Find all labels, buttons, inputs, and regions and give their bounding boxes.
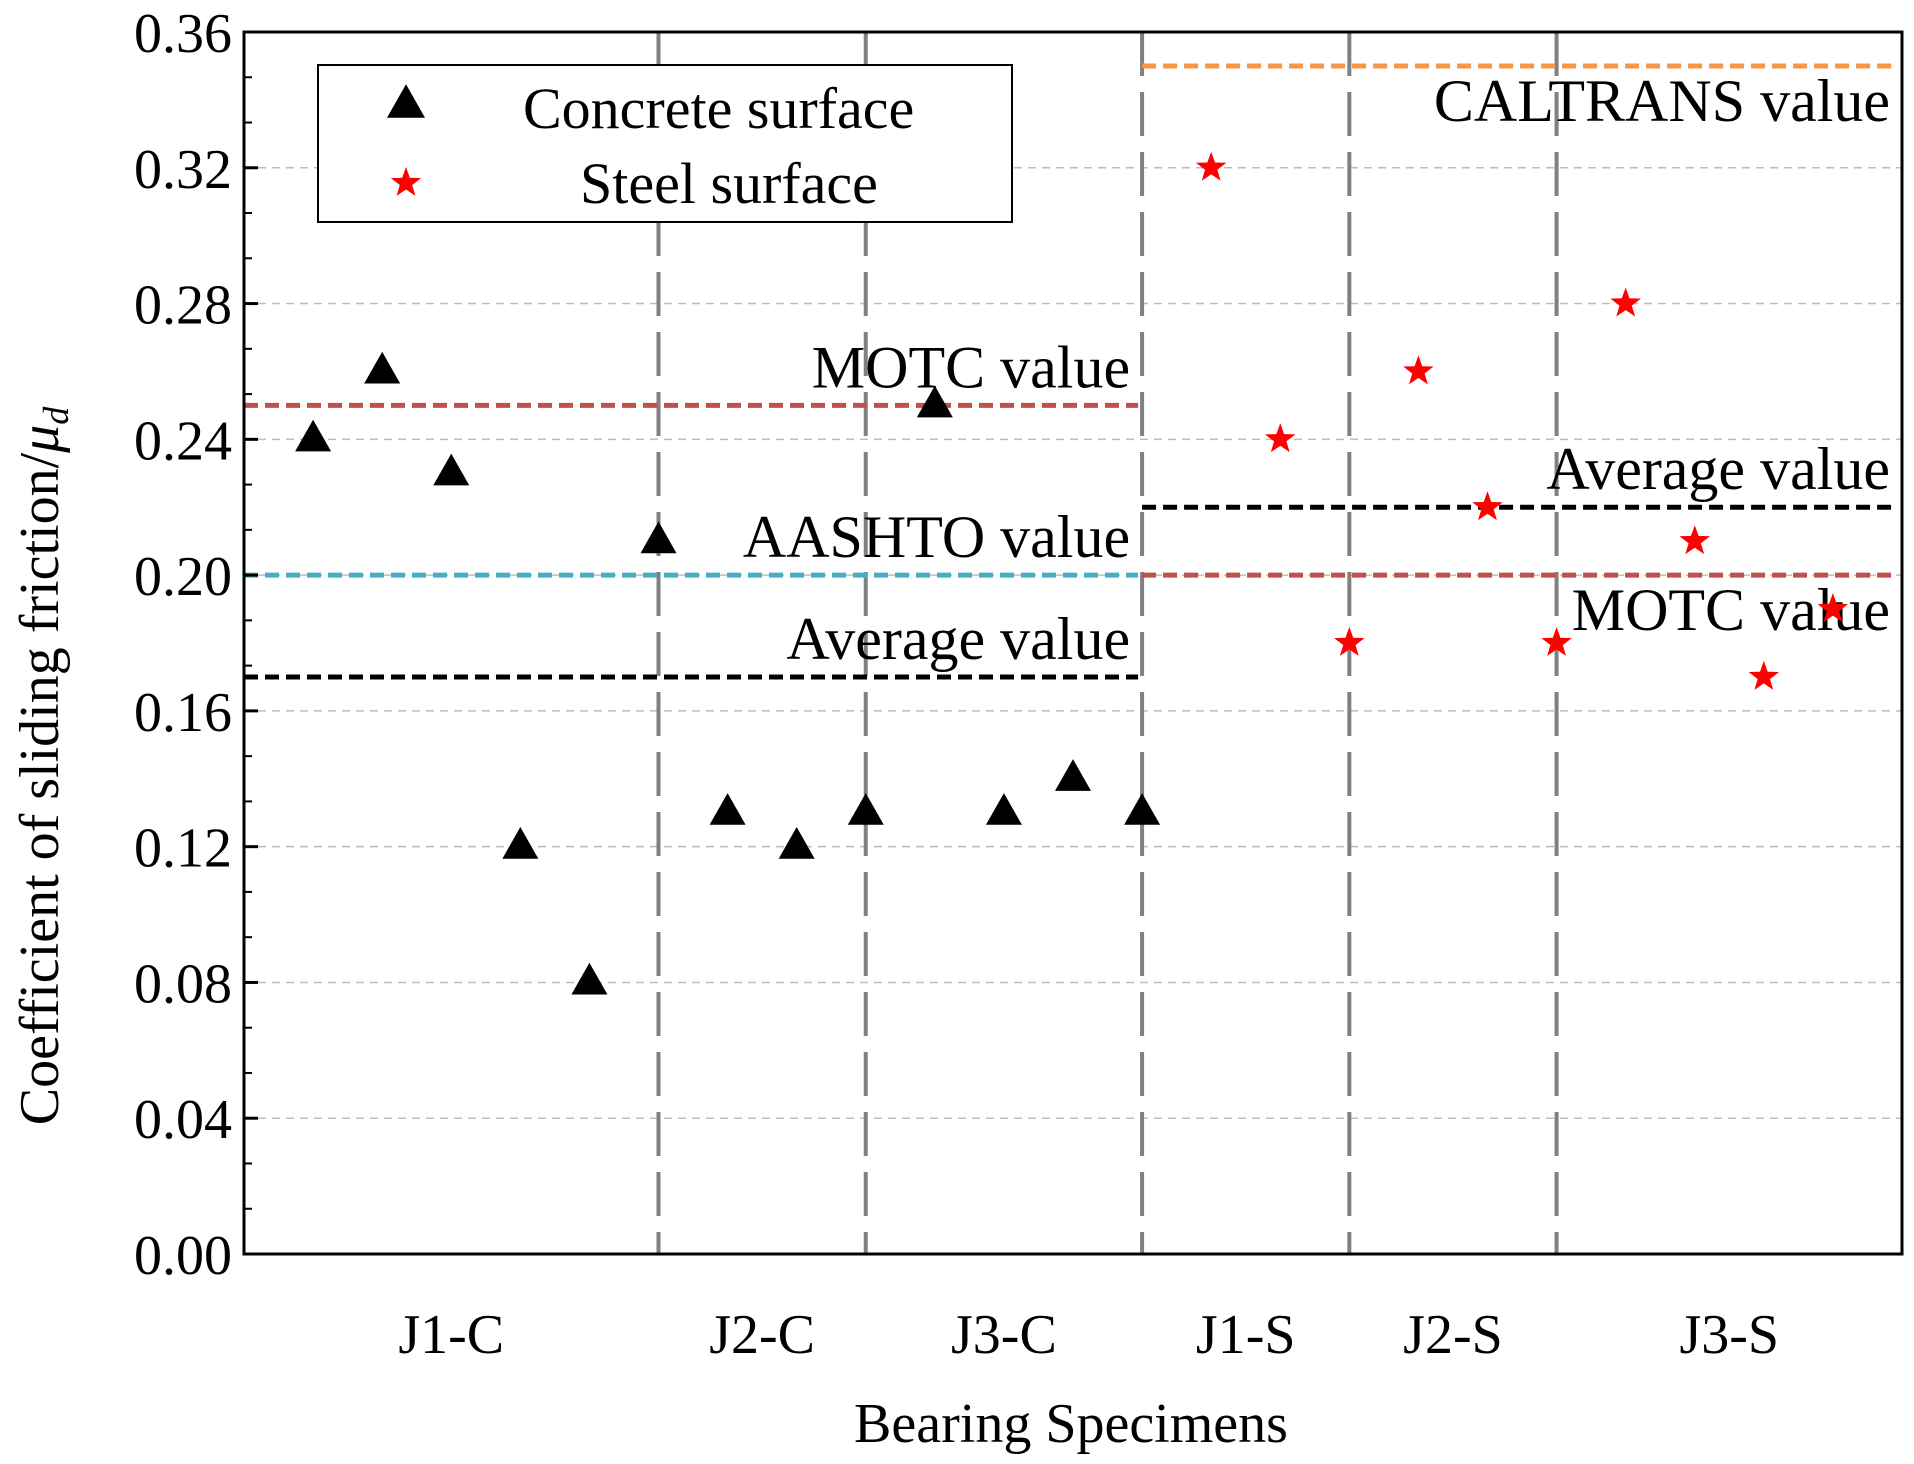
- group-label: J2-C: [709, 1304, 815, 1366]
- group-label: J1-C: [398, 1304, 504, 1366]
- group-label: J3-C: [951, 1304, 1057, 1366]
- y-tick-label: 0.32: [134, 139, 232, 201]
- legend: Concrete surface Steel surface: [317, 64, 1013, 223]
- steel-point-marker: [1265, 423, 1296, 453]
- steel-point-marker: [1334, 627, 1365, 656]
- group-label: J3-S: [1679, 1304, 1779, 1366]
- y-axis-label-symbol: μ: [9, 425, 71, 454]
- reference-line-label: Average value: [786, 606, 1130, 672]
- y-tick-label: 0.04: [134, 1089, 232, 1151]
- reference-line-label: AASHTO value: [743, 504, 1130, 570]
- y-tick-label: 0.24: [134, 410, 232, 472]
- reference-line-label: MOTC value: [812, 334, 1130, 400]
- concrete-point-marker: [364, 351, 401, 384]
- axes: 0.00 0.04 0.08 0.12 0.16 0.20 0.24 0.28 0.32 0.36…: [134, 3, 1904, 1366]
- y-tick-label: 0.20: [134, 546, 232, 608]
- concrete-point-marker: [571, 962, 608, 995]
- y-tick-label: 0.00: [134, 1225, 232, 1287]
- reference-line-label: Average value: [1546, 436, 1890, 502]
- concrete-point-marker: [502, 827, 539, 859]
- concrete-point-marker: [985, 793, 1022, 825]
- steel-point-marker: [1541, 627, 1572, 656]
- reference-line-label: MOTC value: [1572, 577, 1890, 643]
- steel-point-marker: [1403, 355, 1434, 385]
- plot-frame: [242, 30, 1904, 1256]
- steel-point-marker: [1195, 151, 1227, 181]
- x-axis-label: Bearing Specimens: [854, 1393, 1288, 1455]
- concrete-point-marker: [640, 521, 677, 554]
- legend-star-icon: [390, 167, 422, 196]
- reference-lines: MOTC value AASHTO value Average value CALTR…: [244, 63, 1898, 680]
- y-axis-label-text: Coefficient of sliding friction/: [9, 452, 71, 1125]
- steel-point-marker: [1817, 593, 1849, 622]
- group-label: J1-S: [1196, 1304, 1296, 1366]
- legend-box: [317, 64, 1013, 223]
- legend-triangle-icon: [387, 84, 425, 118]
- concrete-point-marker: [847, 793, 884, 825]
- steel-point-marker: [1679, 525, 1710, 555]
- reference-line-label: CALTRANS value: [1434, 68, 1890, 134]
- y-axis-label-subscript: d: [36, 406, 76, 425]
- y-axis-label: Coefficient of sliding friction/μd: [9, 406, 76, 1126]
- steel-point-marker: [1610, 287, 1641, 317]
- y-tick-label: 0.16: [134, 682, 232, 744]
- legend-label-concrete: Concrete surface: [523, 76, 914, 141]
- concrete-point-marker: [433, 453, 470, 486]
- y-tick-label: 0.36: [134, 3, 232, 65]
- y-tick-label: 0.28: [134, 275, 232, 337]
- concrete-point-marker: [778, 827, 815, 859]
- y-tick-label: 0.12: [134, 818, 232, 880]
- concrete-point-marker: [295, 419, 332, 452]
- legend-label-steel: Steel surface: [580, 151, 878, 216]
- steel-point-marker: [1472, 491, 1503, 521]
- group-label: J2-S: [1403, 1304, 1503, 1366]
- data-points: [295, 151, 1849, 995]
- concrete-point-marker: [1055, 759, 1091, 791]
- concrete-point-marker: [1124, 793, 1161, 825]
- y-tick-label: 0.08: [134, 953, 232, 1015]
- concrete-point-marker: [709, 793, 746, 825]
- steel-point-marker: [1748, 660, 1780, 690]
- concrete-point-marker: [916, 385, 953, 418]
